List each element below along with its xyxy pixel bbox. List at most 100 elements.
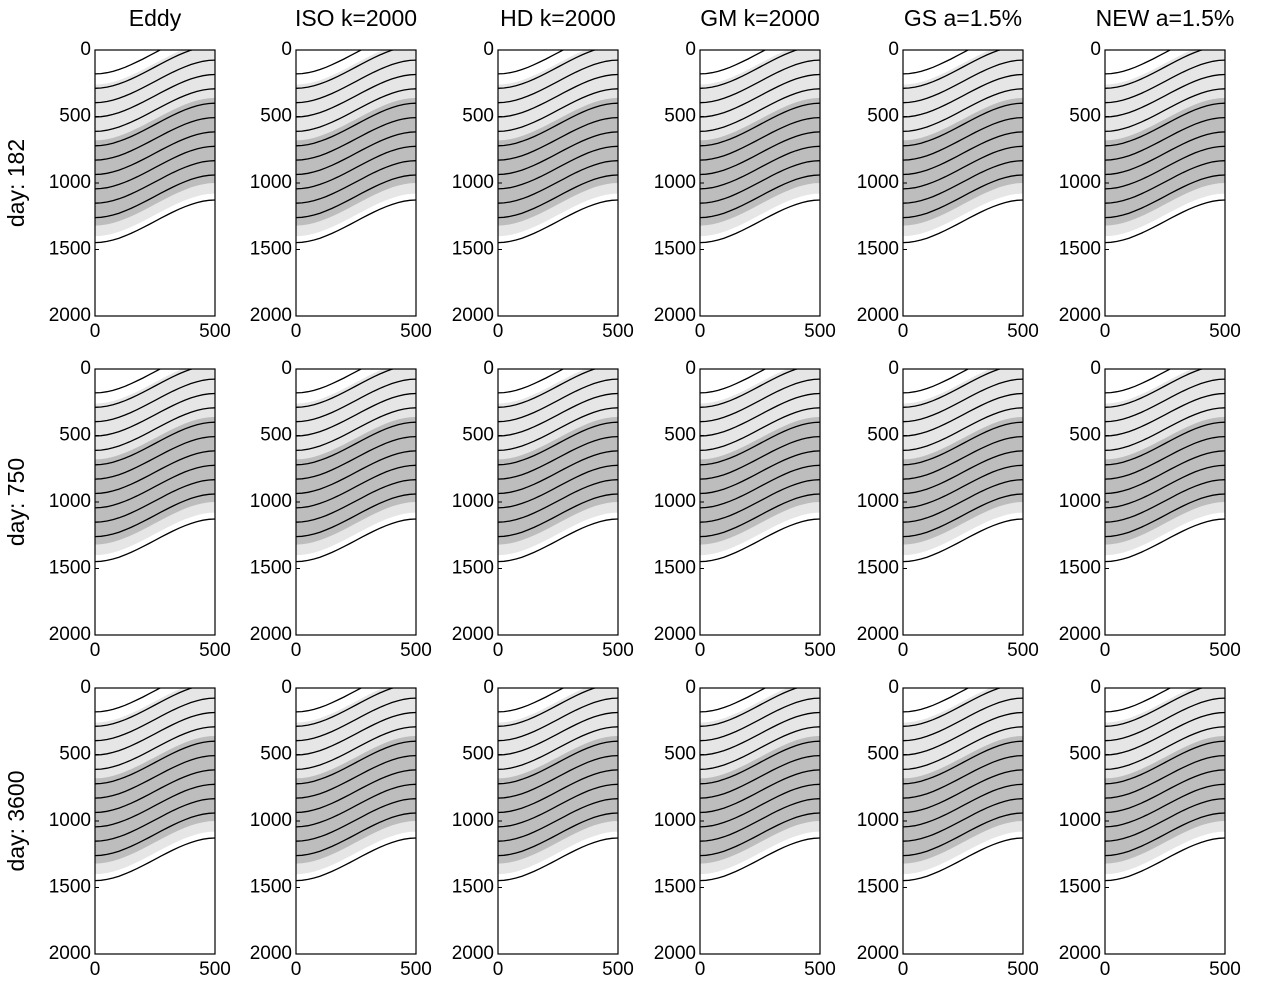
contour-line [95, 688, 162, 713]
x-tick-label: 500 [602, 321, 634, 342]
contour-line [95, 50, 162, 75]
x-tick-label: 500 [602, 959, 634, 980]
contour-line [296, 392, 416, 437]
contour-line [95, 378, 215, 423]
y-tick-label: 1000 [250, 491, 292, 512]
shading [903, 97, 1023, 226]
contour-line [700, 88, 820, 133]
contours [1105, 369, 1225, 563]
contour-line [498, 812, 618, 857]
y-tick-label: 2000 [1059, 305, 1101, 326]
shading [296, 735, 416, 864]
y-tick-label: 1500 [452, 877, 494, 898]
x-tick-label: 500 [199, 321, 231, 342]
contour-line [498, 59, 618, 104]
y-tick-label: 0 [685, 358, 696, 379]
contour-line [95, 837, 215, 882]
contour-line [95, 479, 215, 523]
contour-line [700, 50, 767, 75]
y-tick-label: 500 [462, 106, 494, 127]
contour-line [700, 73, 820, 118]
contour-line [95, 688, 194, 727]
contour-line [1105, 407, 1225, 452]
contour-line [296, 769, 416, 814]
contours [1105, 50, 1225, 244]
y-tick-label: 500 [867, 744, 899, 765]
contour-line [296, 464, 416, 509]
y-tick-label: 1500 [654, 558, 696, 579]
x-tick-label: 500 [400, 321, 432, 342]
contour-line [95, 726, 215, 771]
y-tick-label: 1500 [654, 877, 696, 898]
y-tick-label: 1500 [49, 558, 91, 579]
y-tick-label: 0 [483, 39, 494, 60]
contour-line [498, 102, 618, 147]
contour-line [498, 740, 618, 785]
contour-line [700, 518, 820, 563]
contour-line [498, 688, 565, 713]
y-tick-label: 1500 [857, 877, 899, 898]
contour-line [903, 174, 1023, 219]
contour-line [1105, 754, 1225, 799]
shading [1105, 416, 1225, 545]
contour-line [498, 493, 618, 538]
column-title: HD k=2000 [500, 5, 616, 31]
contour-line [903, 798, 1023, 842]
y-tick-label: 0 [888, 677, 899, 698]
contour-line [700, 812, 820, 857]
y-tick-label: 1500 [857, 239, 899, 260]
x-tick-label: 0 [695, 321, 706, 342]
y-tick-label: 2000 [250, 943, 292, 964]
contour-line [296, 369, 363, 394]
contour-line [1105, 145, 1225, 190]
contours [95, 369, 215, 563]
contours [1105, 688, 1225, 882]
y-tick-label: 2000 [654, 943, 696, 964]
contour-line [903, 783, 1023, 828]
contour-line [903, 837, 1023, 882]
y-tick-label: 1000 [654, 491, 696, 512]
contour-line [95, 450, 215, 495]
y-tick-label: 500 [260, 425, 292, 446]
contour-line [95, 369, 162, 394]
contour-line [903, 73, 1023, 118]
contour-line [95, 769, 215, 814]
y-tick-label: 1500 [1059, 239, 1101, 260]
contour-line [700, 464, 820, 509]
x-tick-label: 0 [493, 321, 504, 342]
y-tick-label: 2000 [857, 624, 899, 645]
contour-line [296, 407, 416, 452]
contour-line [1105, 837, 1225, 882]
x-tick-label: 0 [291, 640, 302, 661]
contour-line [700, 837, 820, 882]
y-tick-label: 1500 [857, 558, 899, 579]
contour-line [1105, 421, 1225, 466]
y-tick-label: 1000 [1059, 810, 1101, 831]
contour-line [498, 464, 618, 509]
y-tick-label: 1000 [654, 172, 696, 193]
y-tick-label: 500 [1069, 425, 1101, 446]
x-tick-label: 0 [90, 959, 101, 980]
contour-line [296, 421, 416, 466]
contours [903, 688, 1023, 882]
shading [498, 97, 618, 226]
y-tick-label: 1000 [857, 810, 899, 831]
contour-line [1105, 464, 1225, 509]
contour-line [95, 50, 194, 89]
contour-line [498, 199, 618, 244]
contour-line [903, 392, 1023, 437]
contour-line [903, 131, 1023, 176]
contour-line [296, 174, 416, 219]
contour-line [296, 88, 416, 133]
contour-line [700, 450, 820, 495]
contour-line [498, 392, 618, 437]
y-tick-label: 2000 [49, 624, 91, 645]
contour-line [903, 88, 1023, 133]
y-tick-label: 2000 [1059, 624, 1101, 645]
contour-line [95, 421, 215, 466]
